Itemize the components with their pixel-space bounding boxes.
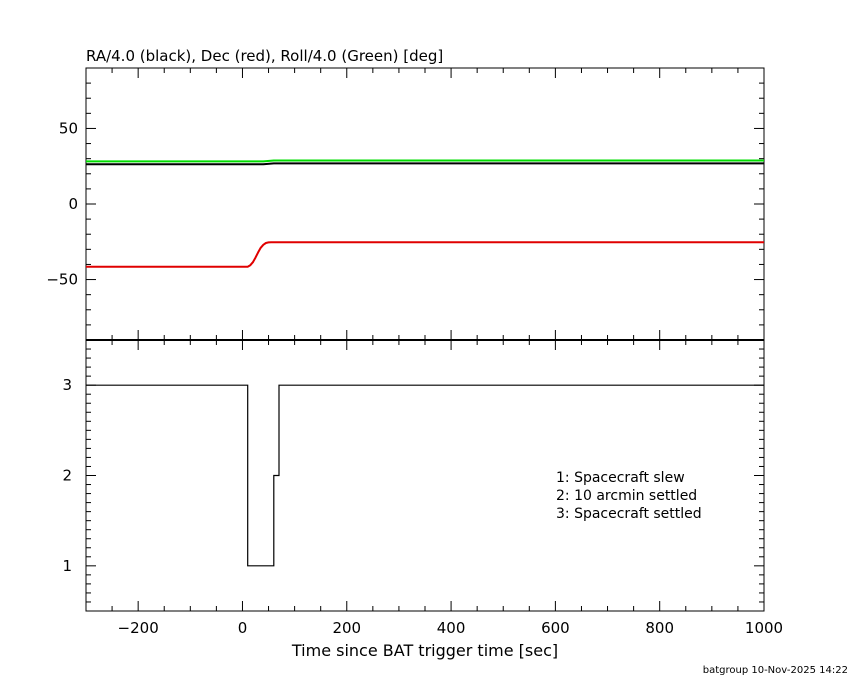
top-y-tick-label: −50: [46, 271, 78, 289]
x-tick-label: 0: [238, 619, 248, 637]
legend-item-settled: 3: Spacecraft settled: [556, 506, 702, 522]
bottom-panel-series: [86, 384, 764, 567]
bottom-y-tick-label: 3: [62, 376, 72, 394]
top-panel-series: [86, 159, 764, 268]
roll-series-line: [86, 159, 764, 163]
x-axis-label: Time since BAT trigger time [sec]: [291, 641, 558, 660]
top-y-tick-label: 0: [68, 195, 78, 213]
legend-item-slew: 1: Spacecraft slew: [556, 470, 685, 486]
x-tick-label: 600: [541, 619, 570, 637]
top-panel-ticks: [85, 67, 765, 341]
footer-stamp: batgroup 10-Nov-2025 14:22: [703, 665, 848, 676]
x-tick-label: −200: [118, 619, 159, 637]
bottom-y-tick-label: 2: [62, 467, 72, 485]
ra-series-line: [86, 162, 764, 166]
settle-status-step-line: [86, 384, 764, 567]
bottom-y-tick-label: 1: [62, 557, 72, 575]
x-tick-label: 400: [437, 619, 466, 637]
x-tick-label: 800: [645, 619, 674, 637]
top-y-tick-label: 50: [59, 119, 78, 137]
dec-series-line: [86, 241, 764, 268]
legend-item-10-arcmin-settled: 2: 10 arcmin settled: [556, 488, 697, 504]
x-tick-label: 200: [332, 619, 361, 637]
top-y-tick-labels: 50 0 −50: [46, 119, 78, 288]
x-tick-labels: −200 0 200 400 600 800 1000: [118, 619, 784, 637]
x-tick-label: 1000: [745, 619, 783, 637]
bottom-panel-ticks: [85, 339, 765, 612]
top-chart-title: RA/4.0 (black), Dec (red), Roll/4.0 (Gre…: [86, 47, 443, 65]
top-plot-frame: [85, 67, 765, 341]
bottom-y-tick-labels: 3 2 1: [62, 376, 72, 575]
